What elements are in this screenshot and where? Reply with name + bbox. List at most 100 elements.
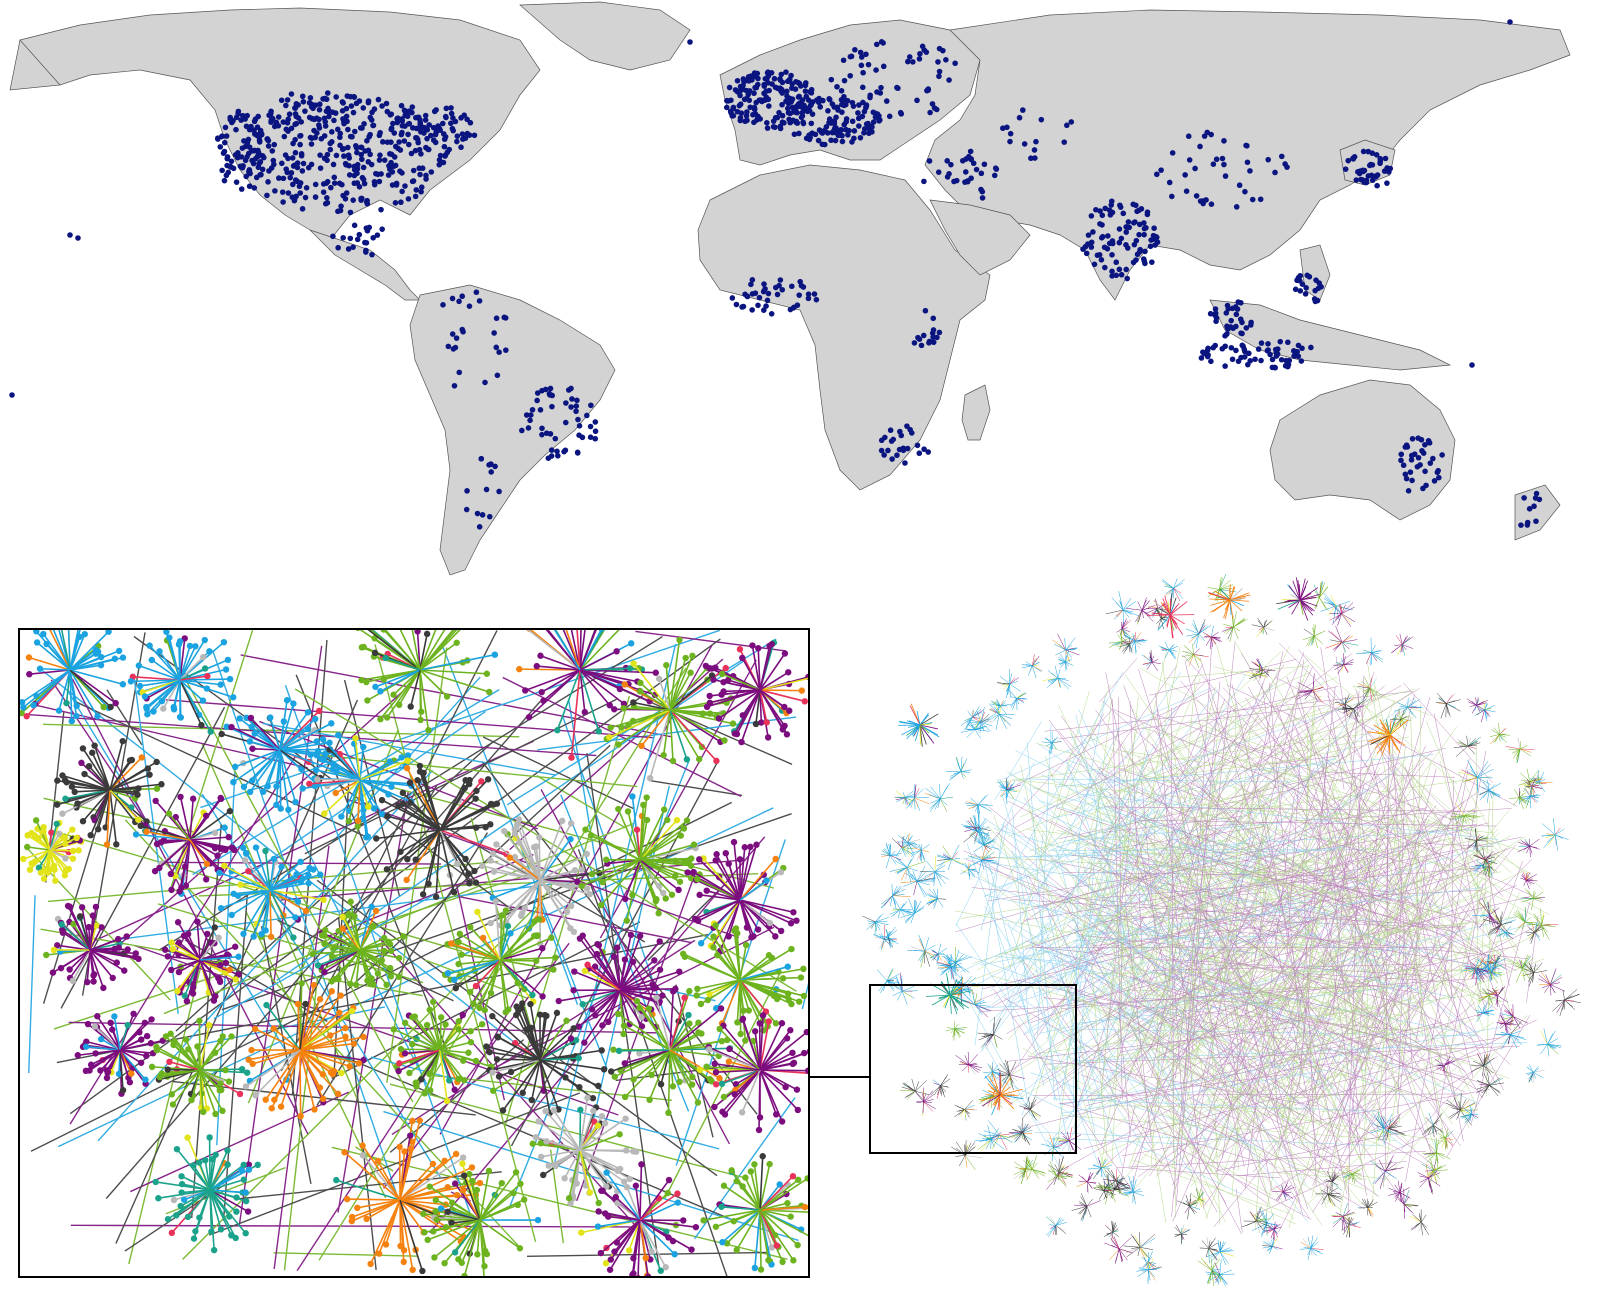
network-edge [31, 849, 51, 865]
network-zoom-inset [18, 628, 810, 1278]
network-edge [399, 1199, 414, 1270]
network-edge [579, 667, 631, 671]
network-edge [499, 918, 540, 961]
network-node [299, 785, 306, 792]
location-marker [215, 136, 221, 142]
network-edge [684, 956, 741, 981]
location-marker [284, 119, 291, 126]
location-marker [936, 73, 942, 80]
location-marker [1123, 266, 1130, 273]
network-edge [317, 778, 361, 781]
network-edge [119, 1049, 131, 1083]
location-marker [410, 178, 417, 184]
location-marker [381, 157, 388, 163]
network-node [127, 678, 135, 685]
network-edge [698, 858, 741, 901]
location-marker [1083, 250, 1090, 257]
network-node [245, 1161, 253, 1168]
network-edge [237, 889, 271, 897]
network-node [637, 679, 644, 687]
network-node [759, 1153, 766, 1160]
location-marker [1238, 354, 1244, 361]
network-edge [280, 784, 438, 1072]
network-edge [639, 1219, 692, 1251]
location-marker [1239, 342, 1246, 349]
network-edge [759, 1069, 777, 1115]
location-marker [288, 170, 295, 176]
location-marker [416, 165, 423, 172]
location-marker [1090, 229, 1096, 235]
network-node [371, 649, 379, 657]
location-marker [281, 133, 288, 140]
location-marker [426, 122, 433, 128]
network-node [167, 1030, 174, 1037]
network-edge [579, 669, 625, 705]
network-edge [1303, 859, 1533, 1085]
network-edge [759, 1156, 764, 1211]
network-node [212, 993, 219, 1000]
network-node [222, 959, 230, 967]
network-edge [558, 989, 621, 1002]
location-marker [748, 281, 754, 288]
network-node [374, 970, 382, 977]
network-node [648, 1248, 655, 1256]
network-node [519, 1000, 526, 1007]
network-edge [223, 865, 271, 891]
network-node [472, 879, 480, 886]
location-marker [1205, 345, 1211, 352]
network-node [395, 954, 403, 962]
network-cluster [607, 987, 734, 1117]
network-node [448, 1219, 455, 1227]
network-node [764, 734, 772, 741]
network-node [316, 1084, 324, 1091]
location-marker [729, 295, 736, 301]
network-edge [299, 1049, 360, 1065]
network-edge [439, 803, 492, 831]
network-node [59, 772, 66, 779]
location-marker [1272, 346, 1279, 353]
network-edge [499, 934, 539, 961]
network-node [238, 1065, 246, 1073]
network-node [210, 1246, 218, 1254]
location-marker [789, 283, 795, 290]
network-node [478, 778, 485, 785]
network-node [419, 891, 427, 898]
network-node [242, 1230, 249, 1237]
location-marker [739, 304, 745, 310]
network-edge [322, 738, 361, 781]
network-edge [579, 669, 638, 683]
network-node [657, 1080, 665, 1088]
network-node [144, 765, 152, 772]
network-edge [69, 656, 102, 671]
network-node [687, 862, 695, 870]
network-node [173, 1212, 180, 1219]
network-edge [460, 896, 692, 944]
network-node [271, 1096, 278, 1103]
location-marker [1085, 232, 1092, 238]
network-node [385, 938, 392, 945]
network-edge [631, 1219, 641, 1275]
location-marker [395, 115, 401, 121]
network-edge [199, 933, 209, 961]
network-node [321, 969, 328, 976]
network-node [655, 910, 662, 917]
location-marker [761, 83, 768, 89]
network-node [483, 670, 491, 677]
location-marker [779, 89, 786, 96]
location-marker [221, 139, 228, 146]
network-edge [499, 959, 544, 998]
network-edge [43, 797, 196, 834]
network-edge [279, 749, 317, 785]
network-edge [171, 1069, 201, 1095]
location-marker [1350, 155, 1356, 162]
location-marker [360, 164, 367, 171]
network-edge [556, 669, 581, 731]
network-node [459, 1187, 467, 1194]
network-node [773, 1242, 781, 1249]
location-marker [478, 456, 485, 462]
network-node [302, 1000, 309, 1008]
network-node [37, 869, 45, 876]
location-marker [428, 132, 434, 139]
network-node [798, 687, 805, 694]
network-edge [528, 669, 581, 718]
